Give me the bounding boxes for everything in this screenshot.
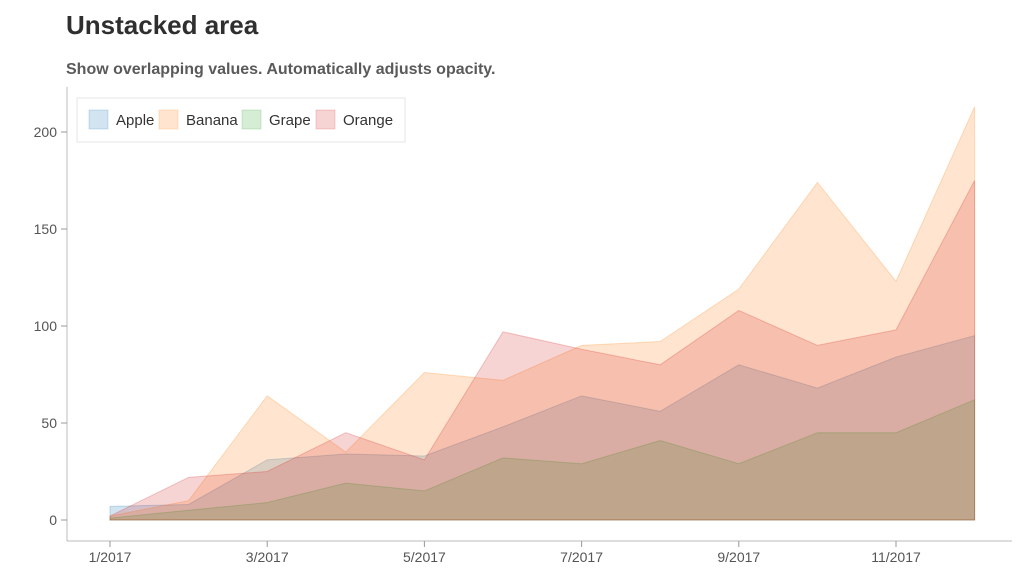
legend-label: Banana [186, 112, 238, 129]
legend-swatch [88, 109, 109, 130]
area-banana [109, 106, 976, 521]
legend-box [76, 97, 406, 143]
x-tick-label: 11/2017 [871, 549, 921, 565]
y-tick-label: 0 [49, 512, 57, 528]
x-tick-label: 3/2017 [246, 549, 289, 565]
area-orange [109, 180, 976, 521]
legend-swatch [158, 109, 179, 130]
axes: 0 50 100 150 200 1/2017 3/2017 5/2017 7/2017 9/20… [34, 87, 1012, 565]
legend-item-banana[interactable]: Banana [158, 109, 238, 130]
y-tick-label: 200 [34, 124, 58, 140]
area-grape [109, 398, 976, 521]
x-tick-label: 7/2017 [560, 549, 603, 565]
y-tick-label: 50 [41, 415, 57, 431]
area-series-group [109, 106, 976, 521]
legend-label: Orange [343, 112, 393, 129]
chart-title: Unstacked area [66, 10, 259, 40]
area-apple [109, 335, 976, 521]
y-tick-label: 100 [34, 318, 58, 334]
x-tick-label: 5/2017 [403, 549, 446, 565]
legend-label: Apple [116, 112, 154, 129]
legend-item-grape[interactable]: Grape [241, 109, 311, 130]
legend-swatch [241, 109, 262, 130]
legend-item-apple[interactable]: Apple [88, 109, 154, 130]
legend: Apple Banana Grape Orange [76, 97, 406, 143]
legend-label: Grape [269, 112, 311, 129]
x-tick-label: 9/2017 [717, 549, 760, 565]
legend-swatch [315, 109, 336, 130]
chart-subtitle: Show overlapping values. Automatically a… [66, 61, 496, 78]
legend-item-orange[interactable]: Orange [315, 109, 393, 130]
x-tick-label: 1/2017 [89, 549, 132, 565]
y-tick-label: 150 [34, 221, 58, 237]
